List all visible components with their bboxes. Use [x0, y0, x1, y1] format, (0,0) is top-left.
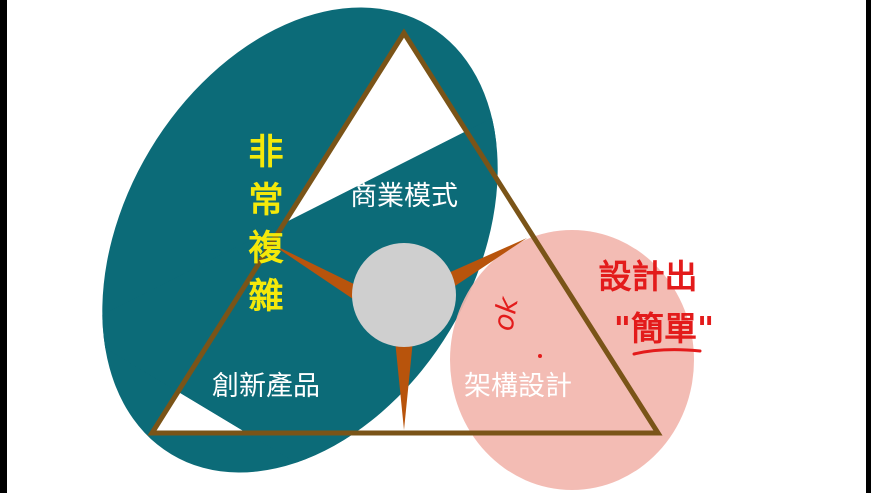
spoke-right	[446, 238, 527, 288]
spoke-bottom	[395, 340, 413, 430]
complexity-char-1: 非	[248, 133, 283, 173]
handwritten-underline	[632, 348, 702, 356]
design-simple-label-line1: 設計出	[599, 257, 698, 296]
architecture-design-label: 架構設計	[464, 371, 572, 402]
complexity-char-2: 常	[248, 181, 283, 221]
handwritten-ok-note: ok	[486, 293, 525, 333]
business-model-label: 商業模式	[350, 181, 458, 212]
complexity-char-4: 雜	[248, 277, 283, 317]
design-simple-label-line2: "簡單"	[614, 309, 714, 348]
innovative-product-label: 創新產品	[212, 371, 320, 402]
handwritten-dot	[538, 354, 542, 358]
triangle-outline	[147, 28, 663, 436]
complexity-char-3: 複	[248, 229, 284, 269]
spoke-left	[270, 243, 360, 301]
center-circle	[352, 243, 456, 347]
complexity-label: 非 常 複 雜	[248, 133, 284, 317]
simplicity-ellipse	[450, 230, 694, 490]
